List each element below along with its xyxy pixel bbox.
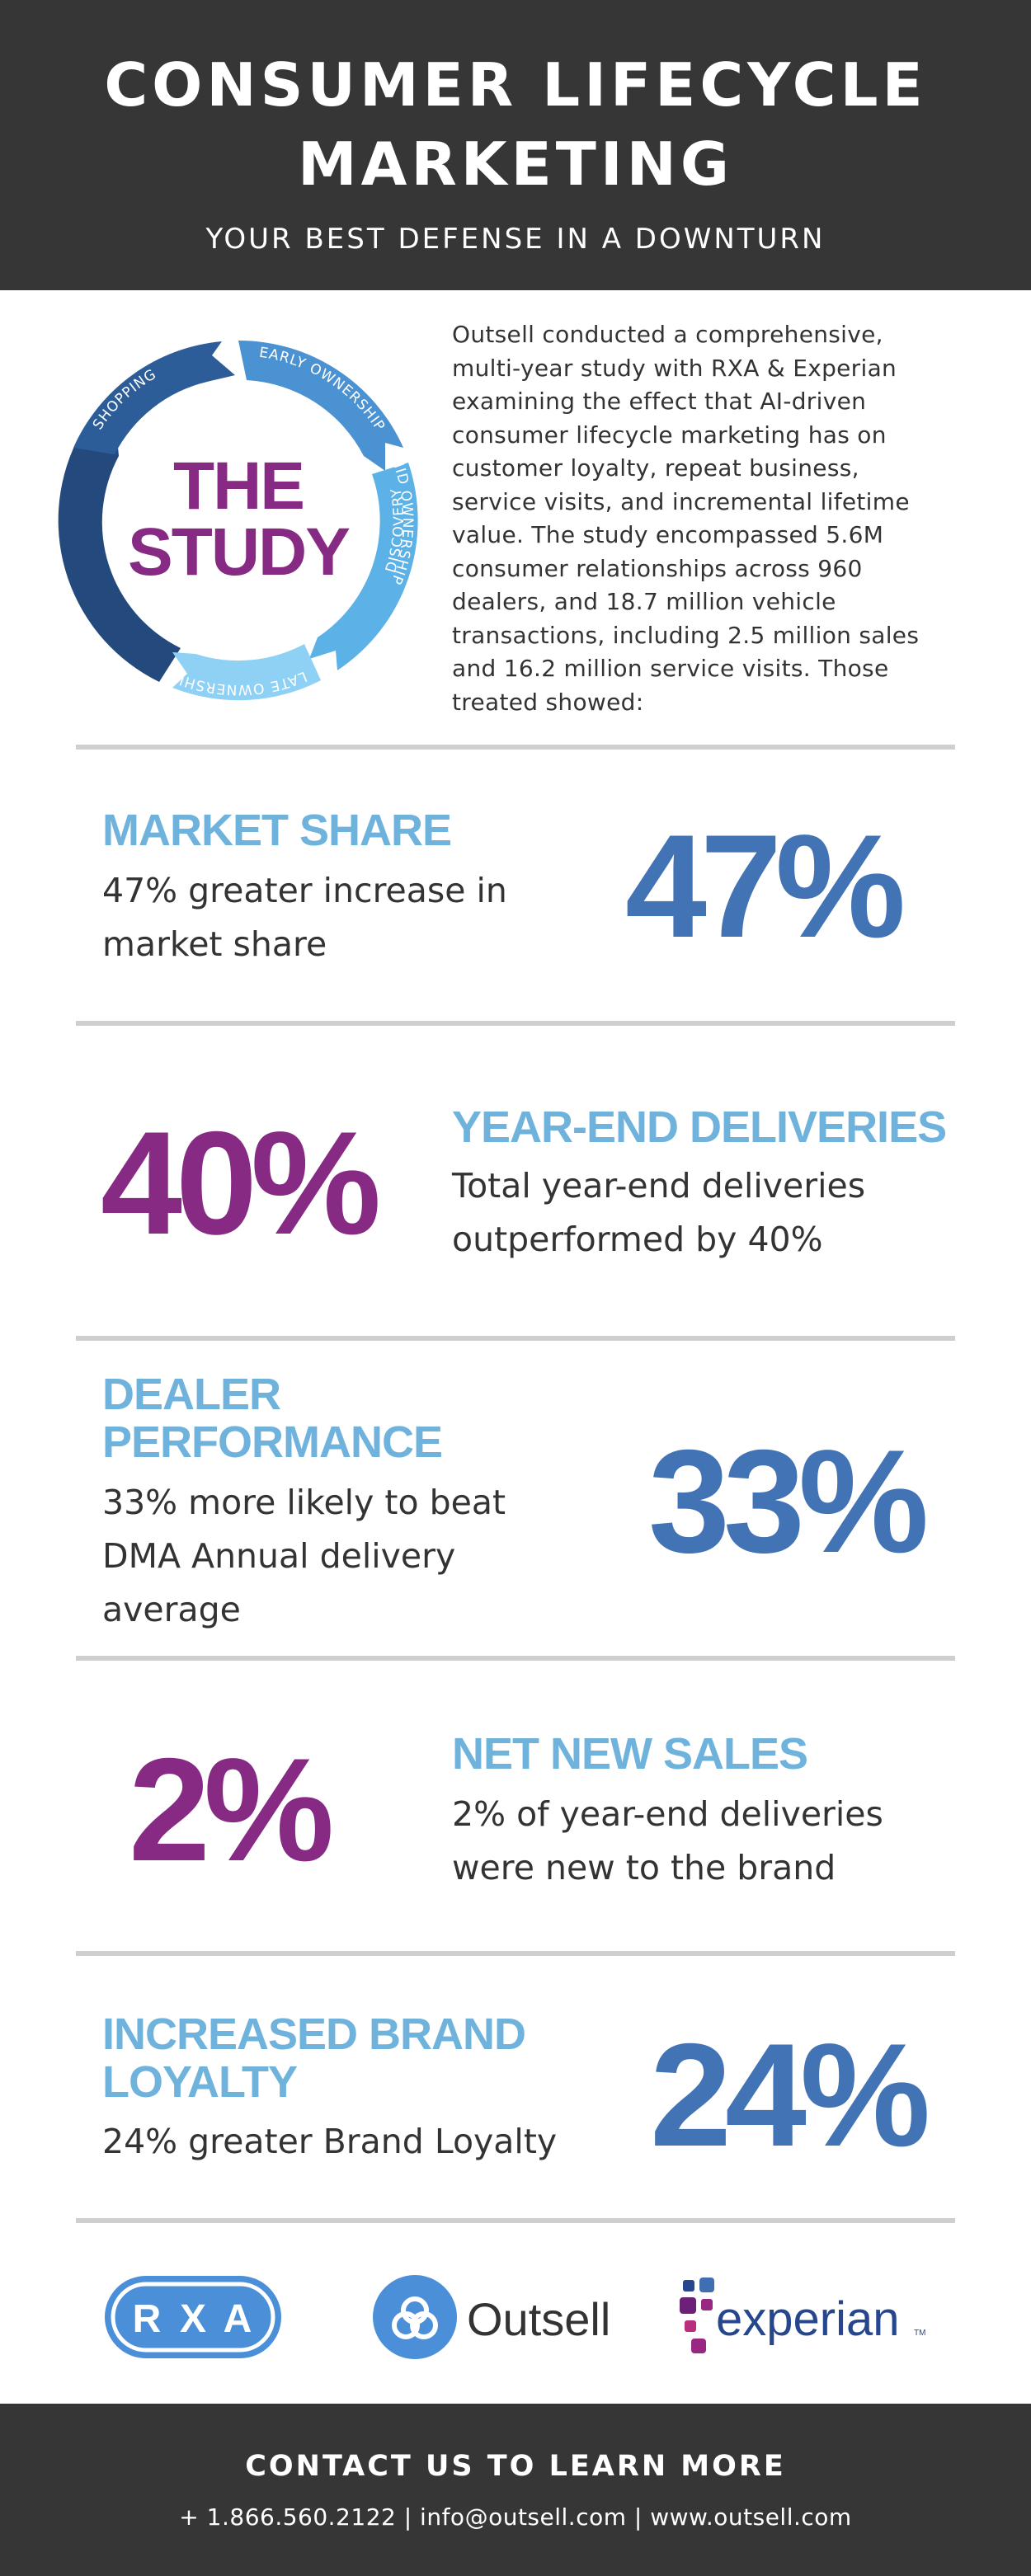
- rxa-logo-r: R: [133, 2297, 162, 2341]
- page-title-line1: CONSUMER LIFECYCLE: [104, 50, 927, 120]
- rxa-logo-ring: [111, 2282, 275, 2353]
- footer: CONTACT US TO LEARN MORE + 1.866.560.212…: [0, 2404, 1031, 2576]
- stat-brand-loyalty-value: 24%: [650, 2013, 930, 2177]
- section-divider: [76, 1656, 955, 1661]
- stat-brand-loyalty-title: INCREASED BRAND LOYALTY: [102, 2010, 526, 2107]
- study-line: examining the effect that AI-driven: [452, 388, 867, 415]
- rxa-logo: R X A: [105, 2276, 281, 2358]
- experian-logo: experian TM: [680, 2278, 925, 2353]
- rxa-logo-a: A: [224, 2297, 252, 2341]
- section-divider: [76, 1336, 955, 1341]
- outsell-logo-wordmark: Outsell: [467, 2293, 610, 2345]
- cycle-segment-shopping: [73, 341, 235, 454]
- page-title-line2: MARKETING: [297, 129, 734, 199]
- stat-market-share-description: 47% greater increase in market share: [102, 871, 507, 964]
- study-title-line1: THE: [173, 449, 304, 524]
- study-line: dealers, and 18.7 million vehicle: [452, 588, 836, 615]
- cycle-segment-discovery: [58, 430, 181, 682]
- stat-market-share-value: 47%: [625, 804, 906, 968]
- experian-logo-wordmark: experian: [716, 2292, 899, 2346]
- stat-brand-loyalty-description: 24% greater Brand Loyalty: [102, 2122, 558, 2161]
- study-cycle-diagram: SHOPPING EARLY OWNERSHIP MID OWNERSHIP L…: [58, 340, 418, 701]
- stat-dealer-performance-title: DEALER PERFORMANCE: [102, 1370, 443, 1467]
- study-title-line2: STUDY: [128, 515, 350, 590]
- stat-market-share-title: MARKET SHARE: [102, 806, 452, 855]
- stat-dealer-performance-description: 33% more likely to beat DMA Annual deliv…: [102, 1483, 506, 1629]
- footer-contact-info: + 1.866.560.2122 | info@outsell.com | ww…: [179, 2503, 852, 2531]
- experian-logo-dot: [683, 2280, 694, 2292]
- partner-logos: R X A Outsell experian TM: [105, 2275, 925, 2359]
- rxa-logo-x: X: [180, 2297, 206, 2341]
- outsell-logo: Outsell: [373, 2275, 610, 2359]
- section-divider: [76, 1021, 955, 1026]
- outsell-logo-ring-top: [401, 2296, 429, 2325]
- study-line: multi-year study with RXA & Experian: [452, 354, 897, 382]
- page-subtitle: YOUR BEST DEFENSE IN A DOWNTURN: [205, 223, 826, 256]
- study-line: transactions, including 2.5 million sale…: [452, 621, 920, 649]
- cycle-segment-mid-ownership: [309, 463, 418, 670]
- experian-logo-trademark: TM: [914, 2329, 925, 2338]
- study-line: Outsell conducted a comprehensive,: [452, 321, 883, 348]
- study-line: consumer lifecycle marketing has on: [452, 421, 887, 449]
- study-line: customer loyalty, repeat business,: [452, 454, 859, 482]
- stat-year-end-deliveries-title: YEAR-END DELIVERIES: [452, 1102, 947, 1152]
- stat-net-new-sales-value: 2%: [129, 1728, 334, 1892]
- study-line: and 16.2 million service visits. Those: [452, 655, 889, 682]
- experian-logo-dot: [685, 2320, 696, 2332]
- stat-year-end-deliveries-value: 40%: [101, 1101, 381, 1265]
- study-line: value. The study encompassed 5.6M: [452, 521, 884, 548]
- header-banner: CONSUMER LIFECYCLE MARKETING YOUR BEST D…: [0, 0, 1031, 290]
- cycle-segment-early-ownership: [238, 340, 403, 471]
- stat-dealer-performance-value: 33%: [648, 1419, 929, 1583]
- stat-net-new-sales-title: NET NEW SALES: [452, 1729, 808, 1779]
- experian-logo-dot: [701, 2299, 713, 2310]
- page-title: CONSUMER LIFECYCLE MARKETING: [0, 45, 1031, 204]
- section-divider: [76, 2218, 955, 2223]
- study-line: treated showed:: [452, 688, 644, 716]
- study-description: Outsell conducted a comprehensive, multi…: [452, 318, 963, 719]
- study-line: service visits, and incremental lifetime: [452, 487, 910, 515]
- section-divider: [76, 745, 955, 750]
- experian-logo-dot: [691, 2339, 706, 2353]
- experian-logo-dot: [699, 2278, 714, 2292]
- study-line: consumer relationships across 960: [452, 554, 863, 582]
- cycle-segment-late-ownership: [172, 644, 321, 701]
- experian-logo-dot: [680, 2297, 696, 2314]
- section-divider: [76, 1951, 955, 1956]
- rxa-logo-pill: [105, 2276, 281, 2358]
- stat-net-new-sales-description: 2% of year-end deliveries were new to th…: [452, 1794, 883, 1887]
- footer-cta: CONTACT US TO LEARN MORE: [245, 2450, 786, 2483]
- stat-year-end-deliveries-description: Total year-end deliveries outperformed b…: [452, 1166, 866, 1259]
